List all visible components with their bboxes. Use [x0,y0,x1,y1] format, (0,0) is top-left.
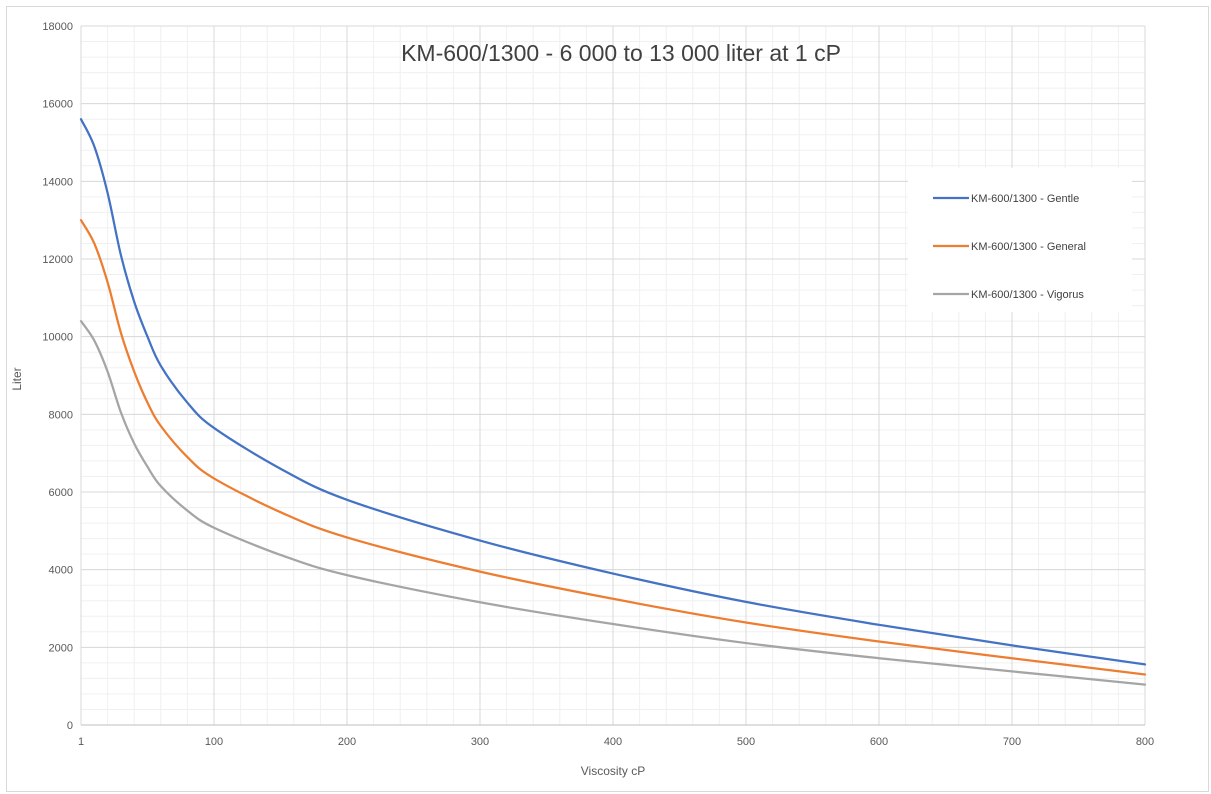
x-tick-label: 300 [471,736,489,748]
legend-label-2: KM-600/1300 - General [971,241,1086,253]
series-line-2 [79,219,1147,676]
x-tick-label: 400 [604,736,622,748]
y-tick-label: 12000 [42,254,73,266]
y-axis-title: Liter [10,367,24,390]
series-line-3 [79,320,1147,686]
x-tick-label: 100 [205,736,223,748]
x-tick-label: 200 [338,736,356,748]
x-tick-label: 1 [78,736,84,748]
legend-label-3: KM-600/1300 - Vigorus [971,289,1084,301]
x-tick-label: 500 [737,736,755,748]
y-tick-label: 10000 [42,332,73,344]
chart-frame: 1 100 200 300 400 500 600 700 800 0 2000 4000 6000 80… [6,6,1209,792]
y-tick-label: 6000 [49,487,73,499]
x-tick-label: 700 [1003,736,1021,748]
x-tick-label: 800 [1136,736,1154,748]
legend-label-1: KM-600/1300 - Gentle [971,193,1079,205]
y-tick-label: 4000 [49,565,73,577]
series-layer [79,118,1147,686]
y-tick-label: 2000 [49,642,73,654]
y-tick-label: 8000 [49,409,73,421]
legend: KM-600/1300 - Gentle KM-600/1300 - Genera… [908,168,1132,312]
x-tick-label: 600 [870,736,888,748]
line-chart: 1 100 200 300 400 500 600 700 800020004000600080… [10,21,1154,778]
axis-layer: 1 100 200 300 400 500 600 700 800020004000600080… [42,21,1154,748]
grid-layer [80,25,1146,726]
x-axis-title: Viscosity cP [581,764,645,778]
y-tick-label: 14000 [42,176,73,188]
chart-title: KM-600/1300 - 6 000 to 13 000 liter at 1… [401,40,841,66]
y-tick-label: 18000 [42,21,73,33]
series-line-1 [79,118,1147,666]
y-tick-label: 16000 [42,99,73,111]
y-tick-label: 0 [67,720,73,732]
legend-box [908,168,1132,312]
